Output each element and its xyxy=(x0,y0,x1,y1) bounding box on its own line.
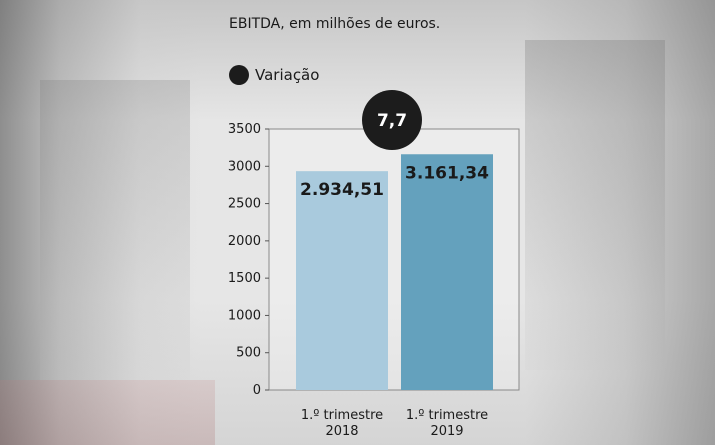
y-tick-label: 3000 xyxy=(228,159,261,174)
background-window-right xyxy=(525,40,665,370)
x-category-label: 1.º trimestre xyxy=(301,408,383,423)
y-tick-label: 1500 xyxy=(228,271,261,286)
legend: Variação xyxy=(229,64,319,86)
bar-value-label: 3.161,34 xyxy=(405,163,489,183)
x-category-label: 1.º trimestre xyxy=(406,408,488,423)
y-tick-label: 500 xyxy=(236,346,261,361)
background-red-area xyxy=(0,380,215,445)
bar-1 xyxy=(296,171,388,390)
chart-title: EBITDA, em milhões de euros. xyxy=(229,16,441,32)
y-tick-label: 3500 xyxy=(228,122,261,137)
variation-value: 7,7 xyxy=(377,111,407,131)
x-category-year: 2019 xyxy=(430,424,463,439)
legend-dot-icon xyxy=(229,65,249,85)
legend-label: Variação xyxy=(255,66,320,84)
bar-value-label: 2.934,51 xyxy=(300,180,384,200)
bar-2 xyxy=(401,154,493,390)
y-tick-label: 0 xyxy=(253,383,261,398)
y-tick-label: 2000 xyxy=(228,234,261,249)
x-category-year: 2018 xyxy=(325,424,358,439)
y-tick-label: 2500 xyxy=(228,197,261,212)
y-tick-label: 1000 xyxy=(228,308,261,323)
variation-circle xyxy=(362,90,422,150)
background-window-left xyxy=(40,80,190,380)
